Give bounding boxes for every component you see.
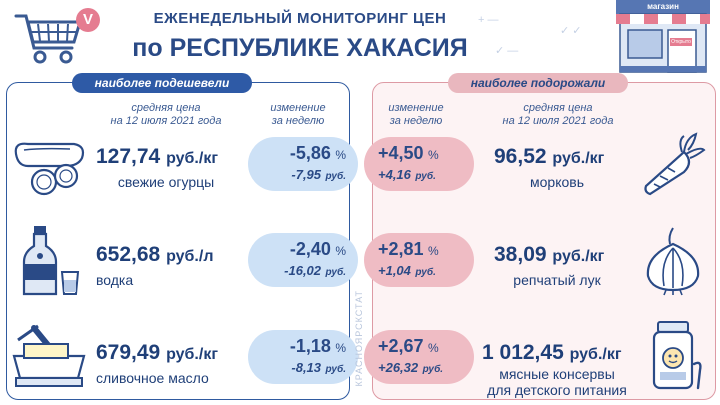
product-name-carrot: морковь [530,174,584,190]
change-pct-vodka: -2,40 % [289,239,346,259]
change-rub-baby-food: +26,32 руб. [378,360,444,375]
change-bubble-cucumbers [248,137,358,191]
change-bubble-vodka [248,233,358,287]
left-change-header: изменение за неделю [270,102,326,127]
price-butter: 679,49 руб./кг [96,341,218,364]
price-vodka: 652,68 руб./л [96,243,214,266]
store-icon [610,0,716,79]
change-pct-baby-food: +2,67 % [378,336,439,356]
change-rub-butter: -8,13 руб. [291,360,346,375]
change-rub-carrot: +4,16 руб. [378,167,436,182]
pricier-panel-label: наиболее подорожали [448,73,628,93]
product-name-vodka: водка [96,272,134,288]
left-price-header: средняя цена на 12 июля 2021 года [110,102,222,127]
price-baby-food: 1 012,45 руб./кг [482,341,622,364]
store-door-sign: Открыто [671,39,691,45]
vodka-bottle-icon [18,226,84,303]
product-name-butter: сливочное масло [96,370,209,386]
butter-icon [12,322,86,395]
price-carrot: 96,52 руб./кг [494,145,605,168]
onion-icon [640,226,706,301]
product-name-baby-food: мясные консервы для детского питания [487,366,627,398]
cheaper-panel-label: наиболее подешевели [72,73,252,93]
cucumber-icon [10,136,88,203]
change-bubble-baby-food [364,330,474,384]
page-title-line1: ЕЖЕНЕДЕЛЬНЫЙ МОНИТОРИНГ ЦЕН [153,10,447,27]
product-name-cucumbers: свежие огурцы [117,174,215,190]
price-onion: 38,09 руб./кг [494,243,605,266]
change-bubble-butter [248,330,358,384]
change-pct-carrot: +4,50 % [378,143,439,163]
change-pct-cucumbers: -5,86 % [289,143,346,163]
product-name-onion: репчатый лук [513,272,601,288]
change-rub-vodka: -16,02 руб. [284,263,346,278]
baby-food-jar-icon [648,320,710,397]
change-pct-butter: -1,18 % [289,336,346,356]
change-bubble-carrot [364,137,474,191]
change-rub-onion: +1,04 руб. [378,263,436,278]
shopping-cart-icon [14,10,84,73]
page-title-line2: по РЕСПУБЛИКЕ ХАКАСИЯ [132,34,468,62]
store-sign-label: магазин [647,2,679,11]
watermark: КРАСНОЯРСКСТАТ [354,290,364,387]
change-pct-onion: +2,81 % [378,239,439,259]
logo-badge: V [76,8,100,32]
right-change-header: изменение за неделю [388,102,444,127]
carrot-icon [640,132,706,201]
right-price-header: средняя цена на 12 июля 2021 года [502,102,614,127]
decor-check-icon-2: ✓ ✓ [560,25,582,37]
decor-check-icon: ✓ — [495,45,519,57]
price-cucumbers: 127,74 руб./кг [96,145,218,168]
change-bubble-onion [364,233,474,287]
change-rub-cucumbers: -7,95 руб. [291,167,346,182]
decor-plus-icon: + — [478,14,499,26]
